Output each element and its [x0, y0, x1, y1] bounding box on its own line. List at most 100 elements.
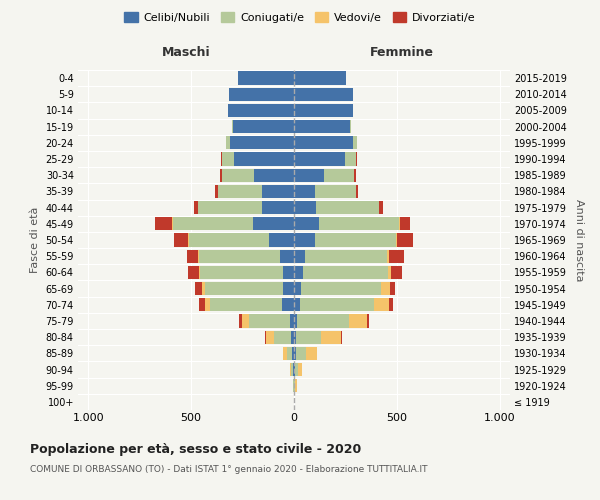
Bar [199, 266, 200, 279]
Bar [290, 314, 294, 328]
Bar [314, 234, 396, 246]
Bar [195, 282, 202, 295]
Bar [274, 330, 291, 344]
Bar [298, 363, 302, 376]
Bar [349, 314, 367, 328]
Bar [294, 363, 295, 376]
Bar [226, 136, 230, 149]
Bar [324, 168, 353, 182]
Bar [242, 314, 249, 328]
Bar [346, 152, 356, 166]
Bar [353, 168, 356, 182]
Bar [400, 217, 410, 230]
Bar [232, 120, 233, 134]
Bar [295, 363, 298, 376]
Bar [294, 282, 301, 295]
Bar [341, 330, 343, 344]
Bar [221, 152, 222, 166]
Bar [291, 363, 293, 376]
Bar [215, 185, 218, 198]
Bar [294, 314, 297, 328]
Bar [294, 250, 305, 263]
Bar [294, 104, 353, 117]
Bar [199, 250, 280, 263]
Bar [205, 282, 283, 295]
Bar [292, 346, 294, 360]
Bar [220, 168, 222, 182]
Bar [265, 330, 266, 344]
Bar [229, 88, 294, 101]
Bar [297, 314, 349, 328]
Bar [399, 217, 400, 230]
Bar [230, 136, 294, 149]
Bar [287, 346, 292, 360]
Bar [173, 217, 253, 230]
Legend: Celibi/Nubili, Coniugati/e, Vedovi/e, Divorziati/e: Celibi/Nubili, Coniugati/e, Vedovi/e, Di… [120, 8, 480, 28]
Bar [294, 346, 296, 360]
Bar [188, 234, 189, 246]
Bar [294, 201, 316, 214]
Bar [294, 72, 346, 85]
Bar [187, 250, 199, 263]
Bar [294, 185, 314, 198]
Bar [290, 363, 291, 376]
Bar [209, 298, 281, 312]
Bar [238, 72, 294, 85]
Bar [379, 201, 383, 214]
Bar [233, 120, 294, 134]
Bar [188, 266, 199, 279]
Bar [374, 298, 389, 312]
Bar [296, 330, 321, 344]
Bar [386, 250, 389, 263]
Bar [356, 185, 358, 198]
Bar [294, 136, 353, 149]
Bar [294, 152, 346, 166]
Bar [389, 250, 404, 263]
Bar [301, 282, 382, 295]
Bar [316, 201, 379, 214]
Bar [294, 88, 353, 101]
Bar [280, 250, 294, 263]
Bar [293, 363, 294, 376]
Bar [314, 185, 356, 198]
Bar [294, 298, 300, 312]
Bar [388, 266, 391, 279]
Bar [253, 217, 294, 230]
Text: Femmine: Femmine [370, 46, 434, 59]
Bar [305, 250, 386, 263]
Bar [222, 168, 254, 182]
Bar [205, 298, 209, 312]
Bar [189, 234, 269, 246]
Bar [294, 330, 296, 344]
Bar [199, 201, 262, 214]
Y-axis label: Fasce di età: Fasce di età [30, 207, 40, 273]
Bar [269, 234, 294, 246]
Bar [173, 234, 188, 246]
Bar [200, 266, 283, 279]
Bar [283, 282, 294, 295]
Y-axis label: Anni di nascita: Anni di nascita [574, 198, 584, 281]
Bar [281, 298, 294, 312]
Bar [249, 314, 290, 328]
Bar [283, 346, 287, 360]
Bar [353, 136, 357, 149]
Bar [294, 234, 314, 246]
Text: COMUNE DI ORBASSANO (TO) - Dati ISTAT 1° gennaio 2020 - Elaborazione TUTTITALIA.: COMUNE DI ORBASSANO (TO) - Dati ISTAT 1°… [30, 465, 427, 474]
Text: Popolazione per età, sesso e stato civile - 2020: Popolazione per età, sesso e stato civil… [30, 442, 361, 456]
Bar [262, 185, 294, 198]
Bar [367, 314, 369, 328]
Bar [294, 168, 324, 182]
Bar [397, 234, 413, 246]
Bar [266, 330, 274, 344]
Bar [254, 168, 294, 182]
Bar [222, 152, 235, 166]
Bar [294, 217, 319, 230]
Bar [283, 266, 294, 279]
Bar [194, 201, 199, 214]
Text: Maschi: Maschi [161, 46, 211, 59]
Bar [202, 282, 205, 295]
Bar [294, 120, 350, 134]
Bar [262, 201, 294, 214]
Bar [321, 330, 341, 344]
Bar [319, 217, 399, 230]
